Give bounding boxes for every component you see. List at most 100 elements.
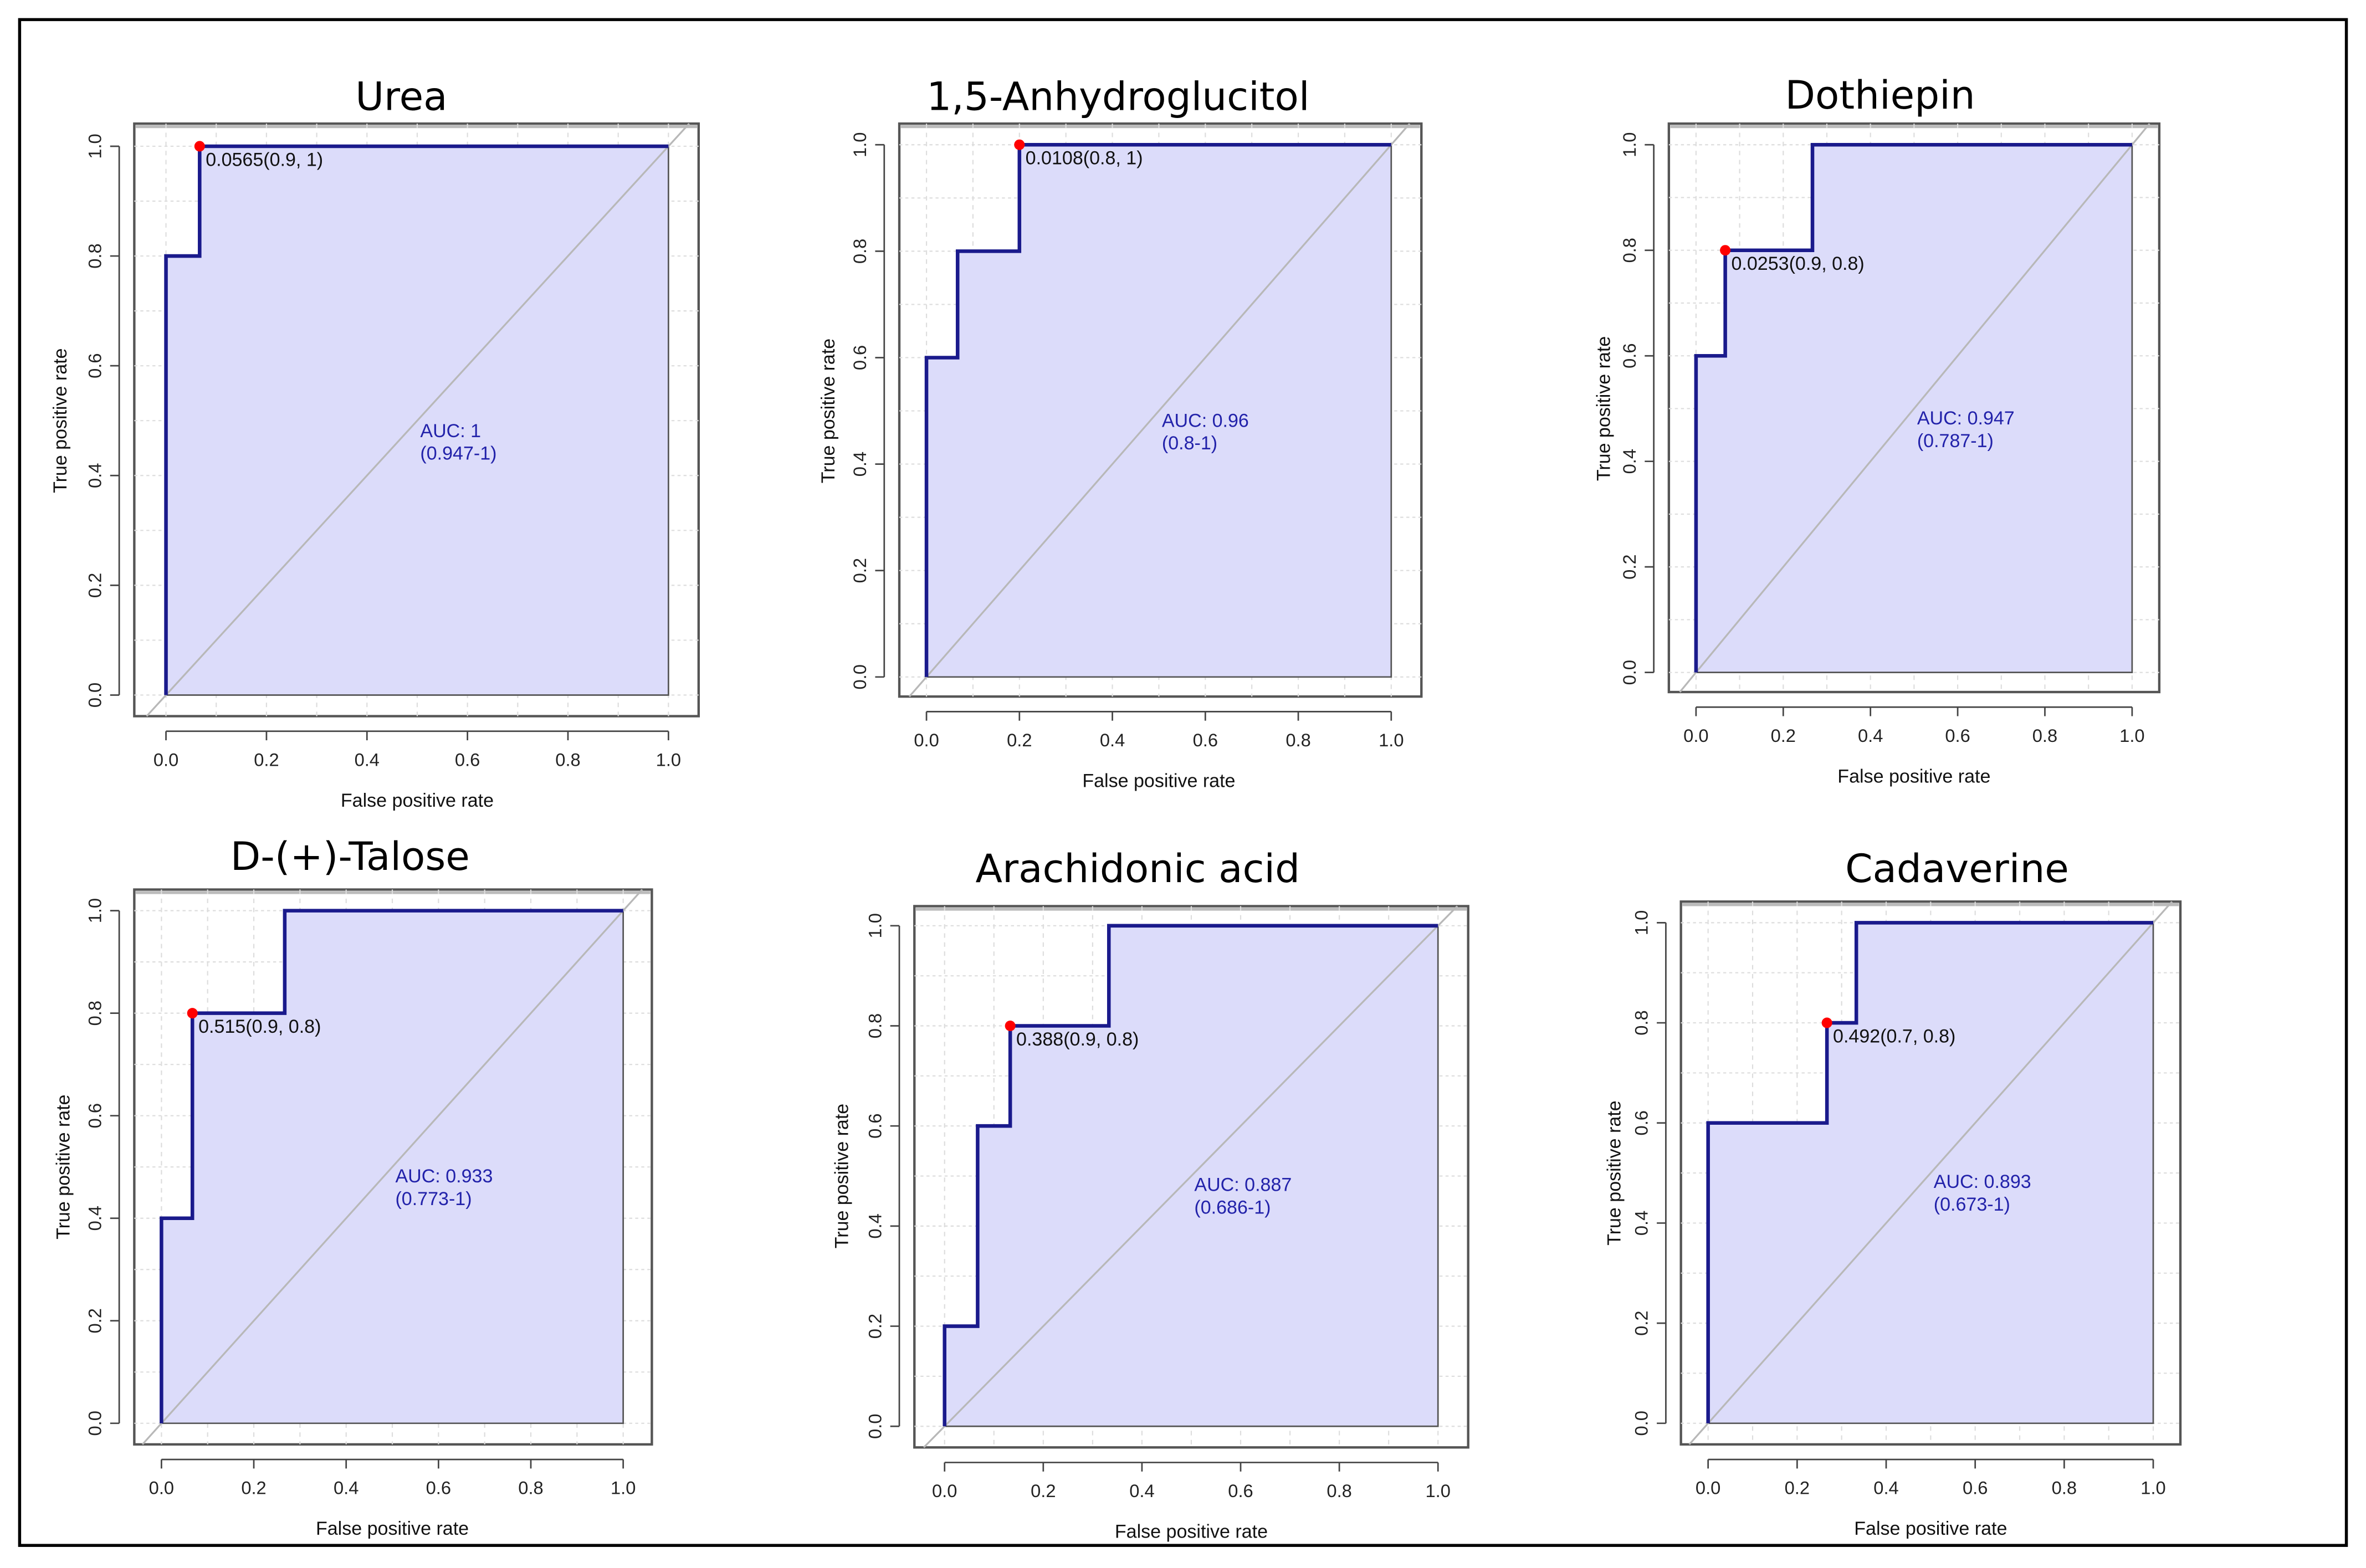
x-tick-label: 0.8 [555, 749, 580, 770]
y-tick-label: 1.0 [84, 134, 105, 158]
x-tick-label: 0.6 [1945, 725, 1970, 746]
chance-diagonal [141, 889, 643, 1446]
chart-title: 1,5-Anhydroglucitol [926, 74, 1309, 120]
y-tick-label: 0.0 [849, 664, 870, 689]
x-tick-label: 0.8 [2032, 725, 2057, 746]
y-tick-label: 0.0 [1619, 660, 1640, 685]
chance-diagonal [146, 123, 690, 717]
y-tick-label: 0.6 [1619, 344, 1640, 368]
y-tick-label: 0.8 [84, 1001, 105, 1026]
best-threshold-label: 0.0108(0.8, 1) [1026, 148, 1143, 169]
x-tick-label: 0.0 [932, 1480, 957, 1501]
x-tick-label: 0.2 [1771, 725, 1796, 746]
best-threshold-label: 0.388(0.9, 0.8) [1016, 1029, 1139, 1050]
y-tick-label: 0.8 [864, 1013, 885, 1038]
x-axis-label: False positive rate [341, 790, 494, 811]
chart-title: Arachidonic acid [976, 846, 1300, 891]
y-tick-label: 0.6 [84, 1103, 105, 1128]
x-tick-label: 0.2 [254, 749, 279, 770]
x-axis-label: False positive rate [1854, 1518, 2007, 1539]
x-tick-label: 0.0 [914, 730, 939, 750]
y-tick-label: 0.6 [849, 345, 870, 370]
best-threshold-point [187, 1008, 198, 1019]
auc-label: AUC: 0.933 [395, 1166, 493, 1187]
y-axis-label: True positive rate [818, 339, 839, 483]
x-tick-label: 1.0 [611, 1478, 636, 1498]
y-tick-label: 0.4 [84, 463, 105, 488]
roc-panel: 0.388(0.9, 0.8) AUC: 0.887(0.686-1) 0.0 0.2… [831, 846, 1469, 1543]
x-tick-label: 0.0 [1683, 725, 1708, 746]
best-threshold-label: 0.515(0.9, 0.8) [198, 1016, 321, 1037]
auc-ci-label: (0.787-1) [1917, 431, 1994, 452]
y-tick-label: 0.4 [849, 452, 870, 476]
y-axis-label: True positive rate [53, 1094, 74, 1239]
x-tick-label: 0.4 [1100, 730, 1125, 750]
x-tick-label: 0.0 [1696, 1478, 1720, 1498]
y-tick-label: 0.6 [864, 1113, 885, 1138]
chart-title: Urea [355, 74, 447, 120]
x-tick-label: 0.8 [1327, 1480, 1351, 1501]
y-axis-label: True positive rate [831, 1104, 852, 1248]
x-tick-label: 0.4 [355, 749, 380, 770]
best-threshold-point [1821, 1017, 1832, 1028]
auc-label: AUC: 0.893 [1934, 1171, 2031, 1192]
x-tick-label: 0.4 [1873, 1478, 1898, 1498]
y-tick-label: 0.6 [84, 353, 105, 378]
y-tick-label: 0.4 [1619, 449, 1640, 474]
auc-ci-label: (0.773-1) [395, 1188, 472, 1210]
y-tick-label: 0.8 [84, 243, 105, 268]
y-tick-label: 1.0 [1619, 132, 1640, 157]
x-tick-label: 1.0 [2140, 1478, 2165, 1498]
x-axis-label: False positive rate [1082, 770, 1235, 791]
best-threshold-label: 0.492(0.7, 0.8) [1833, 1026, 1955, 1047]
y-tick-label: 0.2 [1631, 1310, 1652, 1335]
x-tick-label: 0.0 [153, 749, 178, 770]
y-tick-label: 0.2 [849, 558, 870, 583]
chance-diagonal [923, 905, 1458, 1448]
y-tick-label: 0.4 [864, 1213, 885, 1238]
y-tick-label: 0.8 [849, 239, 870, 264]
y-tick-label: 1.0 [849, 132, 870, 157]
x-tick-label: 0.8 [518, 1478, 543, 1498]
roc-panel: 0.0253(0.9, 0.8) AUC: 0.947(0.787-1) 0.0 0.… [1594, 72, 2161, 787]
y-tick-label: 1.0 [1631, 910, 1652, 935]
y-tick-label: 0.6 [1631, 1110, 1652, 1135]
x-tick-label: 0.6 [1193, 730, 1218, 750]
y-tick-label: 0.0 [84, 683, 105, 708]
chart-title: Dothiepin [1785, 72, 1975, 118]
best-threshold-point [1014, 139, 1025, 150]
x-tick-label: 0.6 [455, 749, 480, 770]
best-threshold-point [1005, 1020, 1016, 1032]
y-tick-label: 1.0 [864, 913, 885, 938]
x-tick-label: 0.2 [1007, 730, 1032, 750]
auc-label: AUC: 0.947 [1917, 408, 2015, 429]
x-axis-label: False positive rate [1837, 766, 1990, 787]
best-threshold-label: 0.0253(0.9, 0.8) [1731, 253, 1864, 274]
x-tick-label: 1.0 [656, 749, 681, 770]
y-axis-label: True positive rate [1594, 336, 1615, 481]
roc-curve [943, 924, 1438, 1427]
roc-panel: 0.0565(0.9, 1) AUC: 1(0.947-1) 0.0 0.2 0.4 0.… [50, 74, 700, 811]
chance-diagonal [1679, 123, 2150, 693]
x-tick-label: 1.0 [1425, 1480, 1450, 1501]
x-tick-label: 0.4 [1129, 1480, 1154, 1501]
y-axis-label: True positive rate [50, 348, 71, 493]
auc-ci-label: (0.673-1) [1934, 1194, 2010, 1215]
x-tick-label: 0.0 [149, 1478, 174, 1498]
roc-panel: 0.0108(0.8, 1) AUC: 0.96(0.8-1) 0.0 0.2 0.4 0… [818, 74, 1423, 791]
x-tick-label: 0.6 [1228, 1480, 1253, 1501]
x-tick-label: 0.2 [1785, 1478, 1810, 1498]
x-axis-label: False positive rate [1115, 1521, 1268, 1543]
best-threshold-label: 0.0565(0.9, 1) [206, 149, 323, 170]
y-tick-label: 0.2 [1619, 554, 1640, 579]
y-tick-label: 0.4 [84, 1206, 105, 1231]
auc-label: AUC: 1 [420, 421, 481, 442]
x-tick-label: 0.8 [2052, 1478, 2077, 1498]
x-tick-label: 1.0 [1379, 730, 1404, 750]
chance-diagonal [908, 123, 1411, 698]
y-tick-label: 0.0 [1631, 1411, 1652, 1436]
y-tick-label: 0.4 [1631, 1211, 1652, 1236]
x-tick-label: 0.6 [1963, 1478, 1988, 1498]
